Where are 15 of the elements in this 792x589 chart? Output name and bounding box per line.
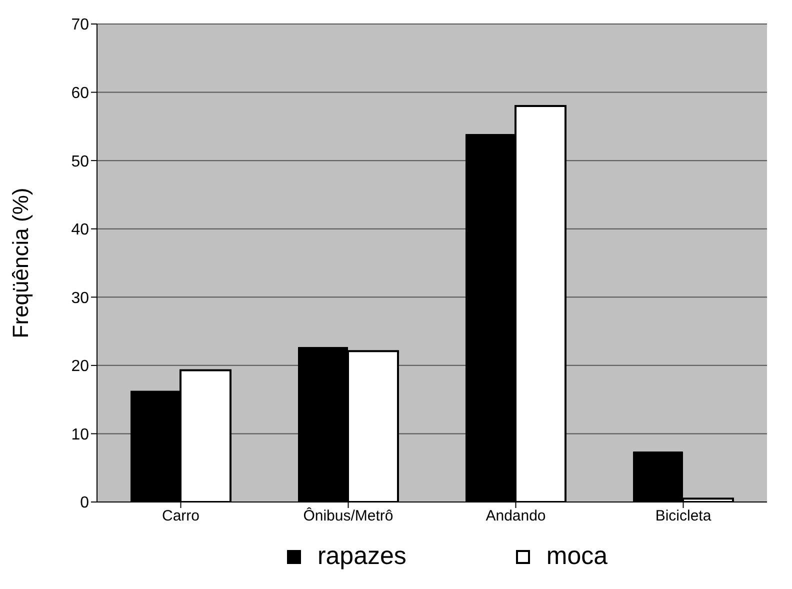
y-tick-label: 20 — [71, 358, 90, 376]
legend-label: rapazes — [317, 542, 406, 571]
y-tick-label: 60 — [71, 84, 90, 102]
x-tick-label: Andando — [486, 508, 546, 525]
y-tick-label: 40 — [71, 222, 90, 239]
y-axis-title: Freqüência (%) — [8, 188, 33, 338]
y-tick-label: 0 — [80, 494, 90, 512]
x-tick-label: Carro — [162, 508, 200, 525]
y-tick-label: 10 — [71, 426, 90, 444]
x-tick-label: Bicicleta — [655, 508, 712, 525]
y-tick-label: 50 — [71, 153, 90, 170]
y-tick-label: 70 — [71, 16, 90, 34]
y-tick-label: 30 — [71, 290, 90, 307]
x-tick-label: Ônibus/Metrô — [303, 506, 394, 525]
legend-label: moca — [546, 542, 608, 571]
